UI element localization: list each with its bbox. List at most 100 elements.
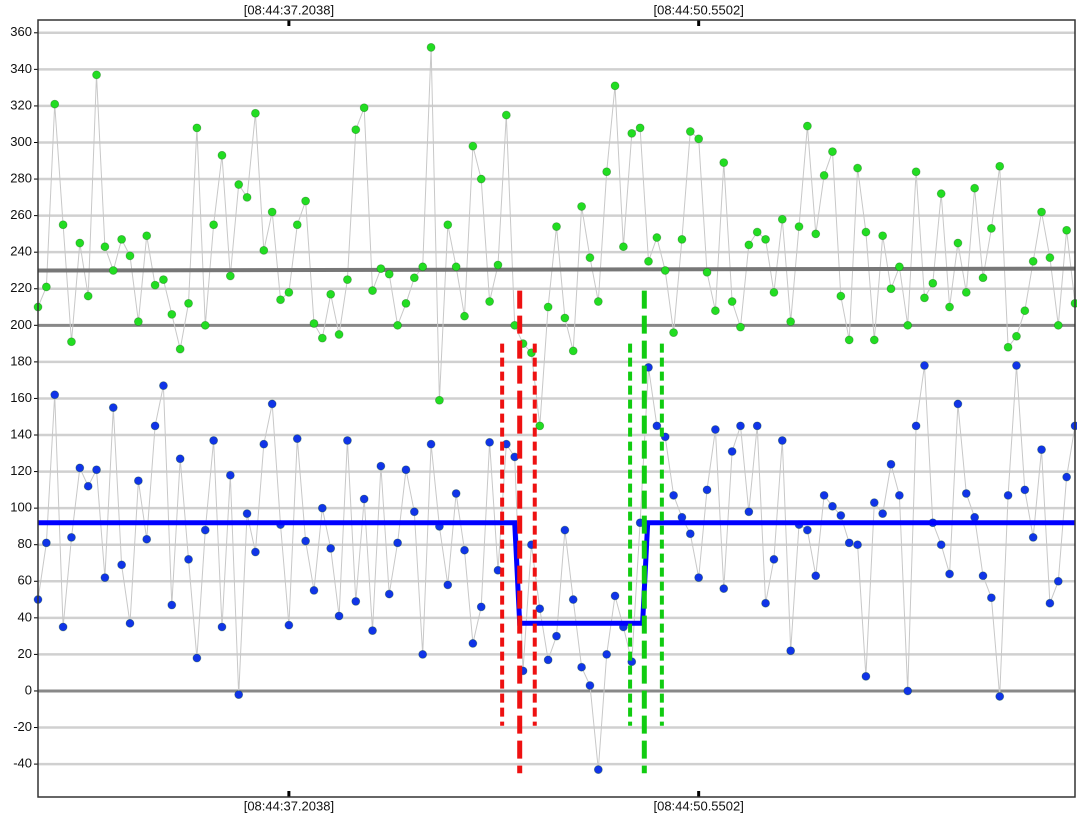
data-point bbox=[117, 234, 127, 244]
data-point bbox=[100, 573, 110, 583]
data-point bbox=[1062, 225, 1072, 235]
data-point bbox=[945, 302, 954, 312]
data-point bbox=[209, 436, 219, 445]
data-point bbox=[627, 128, 637, 138]
data-point bbox=[794, 222, 804, 231]
data-point bbox=[242, 192, 252, 202]
trend-line bbox=[37, 266, 1076, 273]
data-point bbox=[217, 150, 227, 160]
data-point bbox=[819, 490, 829, 500]
data-point bbox=[409, 507, 419, 517]
data-point bbox=[284, 288, 294, 297]
data-point bbox=[677, 512, 687, 522]
data-point bbox=[685, 127, 695, 136]
y-tick-label: 240 bbox=[10, 244, 32, 259]
data-point bbox=[811, 571, 821, 581]
data-point bbox=[242, 509, 252, 519]
data-point bbox=[861, 671, 871, 681]
data-point bbox=[468, 639, 478, 648]
data-point bbox=[903, 686, 913, 696]
data-point bbox=[133, 476, 143, 486]
data-point bbox=[485, 297, 494, 306]
y-tick-label: 140 bbox=[10, 426, 32, 441]
data-point bbox=[460, 311, 469, 321]
data-point bbox=[359, 103, 369, 113]
data-point bbox=[961, 288, 971, 297]
data-point bbox=[744, 507, 754, 517]
data-point bbox=[878, 231, 888, 241]
x-tick-label: [08:44:50.5502] bbox=[653, 798, 743, 813]
data-point bbox=[752, 421, 762, 431]
data-point bbox=[610, 81, 620, 91]
data-point bbox=[886, 459, 896, 469]
data-point bbox=[92, 465, 101, 475]
data-point bbox=[301, 536, 311, 546]
data-point bbox=[326, 289, 336, 299]
data-point bbox=[752, 227, 762, 237]
y-tick-label: 220 bbox=[10, 280, 32, 295]
data-point bbox=[853, 540, 862, 550]
data-point bbox=[836, 511, 846, 520]
data-point bbox=[886, 284, 896, 294]
data-point bbox=[710, 425, 720, 434]
data-point bbox=[468, 141, 478, 151]
data-point bbox=[744, 240, 754, 250]
data-point bbox=[1003, 342, 1013, 352]
data-point bbox=[652, 233, 662, 242]
data-point bbox=[1012, 331, 1021, 341]
data-point bbox=[978, 273, 988, 283]
data-point bbox=[476, 174, 486, 184]
data-point bbox=[267, 207, 277, 217]
data-point bbox=[894, 490, 904, 500]
y-tick-label: 40 bbox=[18, 609, 32, 624]
data-point bbox=[777, 214, 787, 224]
y-tick-label: 0 bbox=[25, 682, 32, 697]
data-point bbox=[920, 293, 929, 303]
data-point bbox=[67, 337, 76, 347]
y-tick-label: 320 bbox=[10, 97, 32, 112]
data-point bbox=[869, 335, 879, 345]
plot-frame bbox=[37, 19, 1076, 798]
data-point bbox=[543, 655, 553, 665]
data-point bbox=[451, 489, 461, 498]
data-point bbox=[652, 421, 662, 431]
data-point bbox=[376, 461, 386, 471]
data-point bbox=[317, 333, 327, 343]
data-point bbox=[577, 662, 586, 672]
data-point bbox=[251, 108, 260, 118]
data-point bbox=[911, 167, 921, 177]
data-point bbox=[869, 498, 879, 508]
data-point bbox=[727, 447, 737, 456]
y-tick-label: 360 bbox=[10, 24, 32, 39]
y-tick-label: 280 bbox=[10, 170, 32, 185]
data-point bbox=[175, 454, 185, 464]
data-point bbox=[685, 529, 695, 539]
data-point bbox=[435, 395, 444, 405]
data-point bbox=[585, 681, 595, 690]
data-point bbox=[284, 620, 294, 630]
data-point bbox=[200, 320, 210, 330]
data-point bbox=[802, 121, 812, 131]
data-point bbox=[41, 538, 51, 548]
y-tick-label: 60 bbox=[18, 573, 32, 588]
data-point bbox=[351, 125, 361, 135]
data-point bbox=[819, 170, 829, 180]
data-point bbox=[619, 242, 628, 252]
data-point bbox=[209, 220, 219, 230]
data-point bbox=[292, 434, 302, 444]
data-point bbox=[894, 262, 904, 272]
y-tick-label: 260 bbox=[10, 207, 32, 222]
data-point bbox=[251, 547, 260, 557]
data-point bbox=[769, 554, 779, 564]
data-point bbox=[175, 344, 185, 354]
data-point bbox=[150, 421, 160, 431]
data-point bbox=[986, 593, 996, 603]
data-point bbox=[811, 229, 821, 239]
data-point bbox=[142, 231, 152, 241]
data-point bbox=[41, 282, 51, 292]
data-point bbox=[1045, 253, 1055, 263]
data-point bbox=[694, 573, 704, 583]
data-point bbox=[1070, 421, 1077, 431]
data-point bbox=[343, 436, 352, 445]
